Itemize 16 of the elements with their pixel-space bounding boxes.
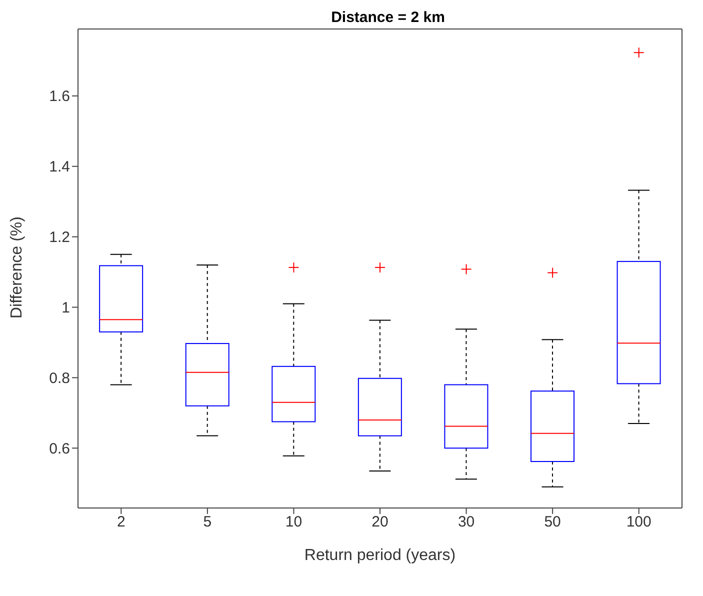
y-tick-label: 1.4 (49, 158, 70, 176)
x-tick-label: 2 (116, 514, 126, 531)
chart-title: Distance = 2 km (331, 9, 445, 26)
y-tick-label: 1.6 (49, 88, 70, 106)
x-tick-label: 30 (458, 514, 475, 531)
y-tick-label: 1.2 (49, 229, 70, 246)
x-tick-label: 20 (372, 514, 388, 531)
y-axis-title: Difference (%) (8, 216, 26, 318)
x-tick-label: 10 (285, 514, 302, 531)
y-tick-label: 1 (62, 300, 70, 317)
x-tick-label: 50 (544, 514, 561, 531)
x-tick-label: 100 (626, 514, 652, 531)
y-tick-label: 0.8 (49, 370, 70, 388)
x-tick-label: 5 (203, 514, 212, 531)
y-tick-label: 0.6 (49, 440, 70, 458)
x-axis-title: Return period (years) (304, 547, 456, 564)
